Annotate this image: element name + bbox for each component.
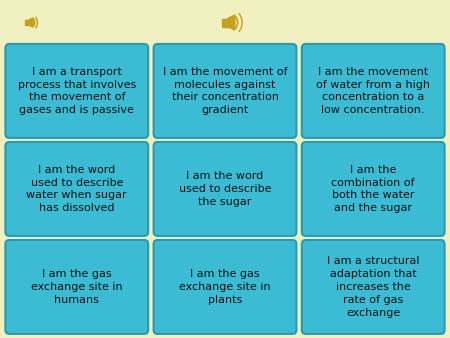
Polygon shape [222, 19, 228, 27]
Polygon shape [29, 18, 33, 27]
Text: I am the
combination of
both the water
and the sugar: I am the combination of both the water a… [332, 165, 415, 213]
FancyBboxPatch shape [302, 240, 445, 334]
FancyBboxPatch shape [153, 240, 297, 334]
FancyBboxPatch shape [302, 142, 445, 236]
Text: I am the word
used to describe
the sugar: I am the word used to describe the sugar [179, 171, 271, 207]
FancyBboxPatch shape [5, 44, 148, 138]
FancyBboxPatch shape [153, 142, 297, 236]
FancyBboxPatch shape [5, 142, 148, 236]
FancyBboxPatch shape [5, 240, 148, 334]
Polygon shape [25, 20, 29, 25]
Text: I am the gas
exchange site in
humans: I am the gas exchange site in humans [31, 269, 122, 305]
Text: I am the movement of
molecules against
their concentration
gradient: I am the movement of molecules against t… [163, 67, 287, 115]
Text: I am the movement
of water from a high
concentration to a
low concentration.: I am the movement of water from a high c… [316, 67, 430, 115]
Text: I am the gas
exchange site in
plants: I am the gas exchange site in plants [179, 269, 271, 305]
FancyBboxPatch shape [153, 44, 297, 138]
Polygon shape [228, 15, 235, 30]
FancyBboxPatch shape [302, 44, 445, 138]
Text: I am the word
used to describe
water when sugar
has dissolved: I am the word used to describe water whe… [27, 165, 127, 213]
Text: I am a structural
adaptation that
increases the
rate of gas
exchange: I am a structural adaptation that increa… [327, 256, 419, 318]
Text: I am a transport
process that involves
the movement of
gases and is passive: I am a transport process that involves t… [18, 67, 136, 115]
